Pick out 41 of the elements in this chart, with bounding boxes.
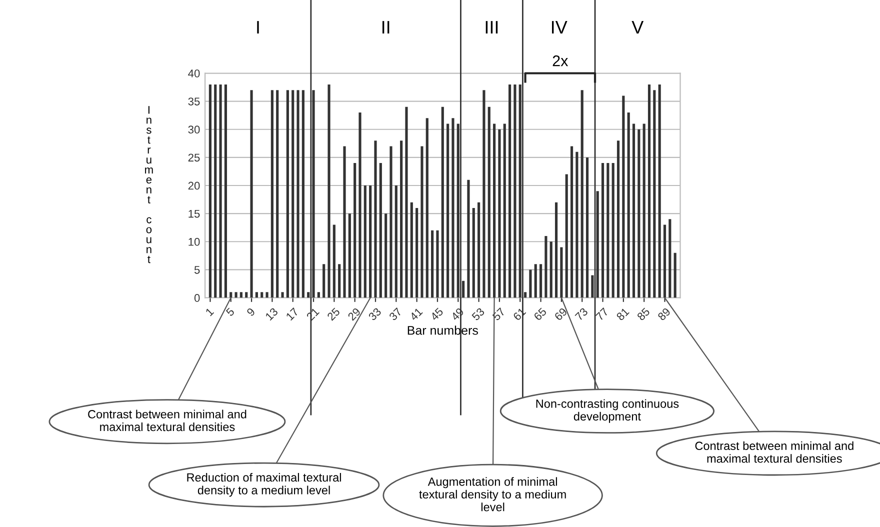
x-tick-label: 1 bbox=[205, 307, 214, 316]
y-tick-label: 20 bbox=[188, 182, 200, 190]
y-tick-label: 10 bbox=[188, 238, 200, 246]
annotation: Contrast between minimal and maximal textural densities bbox=[88, 410, 246, 432]
annotation: Augmentation of minimal textural density to a medium level bbox=[419, 477, 566, 512]
y-tick-label: 35 bbox=[188, 98, 200, 106]
x-tick-label: 29 bbox=[347, 307, 361, 321]
text: Instrument count bbox=[145, 106, 153, 264]
x-tick-label: 65 bbox=[533, 307, 547, 321]
x-tick-label: 5 bbox=[226, 307, 235, 317]
y-tick-label: 25 bbox=[188, 154, 200, 162]
y-tick-label: 0 bbox=[194, 294, 200, 302]
x-tick-label: 89 bbox=[657, 307, 671, 321]
x-tick-label: 9 bbox=[246, 307, 256, 317]
x-tick-label: 17 bbox=[286, 307, 299, 321]
y-tick-label: 40 bbox=[188, 70, 200, 78]
x-tick-label: 53 bbox=[471, 307, 485, 321]
text: V bbox=[632, 21, 644, 34]
annotation: Contrast between minimal and maximal textural densities bbox=[695, 441, 854, 463]
x-tick-label: 41 bbox=[409, 307, 423, 322]
text: III bbox=[486, 21, 498, 34]
annotation: Reduction of maximal textural density to a medium level bbox=[187, 472, 341, 497]
x-tick-label: 81 bbox=[616, 307, 630, 321]
x-tick-label: 77 bbox=[595, 307, 609, 321]
text: 2x bbox=[552, 55, 568, 66]
x-tick-label: 57 bbox=[492, 307, 506, 321]
text: I bbox=[257, 21, 259, 34]
y-tick-label: 15 bbox=[188, 210, 200, 218]
x-tick-label: 25 bbox=[326, 307, 340, 321]
text: II bbox=[382, 21, 390, 34]
y-tick-label: 30 bbox=[188, 126, 200, 134]
text: IV bbox=[552, 21, 568, 34]
x-tick-label: 69 bbox=[554, 307, 568, 321]
annotation: Non-contrasting continuous development bbox=[536, 399, 679, 423]
x-tick-label: 37 bbox=[388, 307, 402, 321]
x-tick-label: 13 bbox=[264, 307, 278, 321]
x-tick-label: 45 bbox=[430, 307, 444, 322]
x-tick-label: 33 bbox=[368, 307, 382, 321]
y-tick-label: 5 bbox=[194, 266, 200, 274]
x-tick-label: 73 bbox=[574, 307, 588, 321]
x-tick-label: 85 bbox=[636, 307, 650, 321]
